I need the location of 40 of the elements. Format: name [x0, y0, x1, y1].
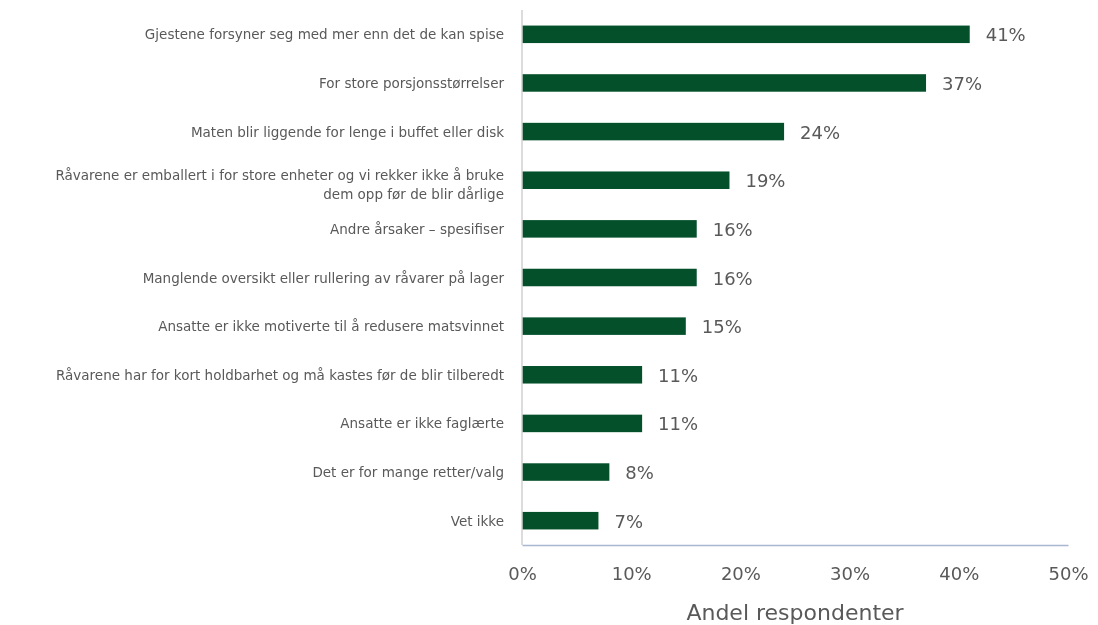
y-tick-label: Råvarene er emballert i for store enheter og vi rekker ikke å bruke dem opp før de blir dårlige [55, 166, 504, 202]
bar [522, 74, 927, 92]
bar [522, 511, 599, 530]
y-tick-label: Ansatte er ikke faglærte [340, 415, 504, 432]
y-tick-label: For store porsjonsstørrelser [319, 74, 505, 91]
bar [522, 414, 643, 433]
data-label: 24% [800, 121, 841, 143]
x-tick-label: 20% [720, 562, 761, 584]
data-label: 37% [942, 72, 983, 94]
x-tick-label: 50% [1048, 562, 1089, 584]
y-tick-label: Det er for mange retter/valg [312, 464, 504, 481]
x-tick-label: 30% [830, 562, 871, 584]
bar [522, 122, 785, 141]
y-tick-label: Ansatte er ikke motiverte til å redusere matsvinnet [158, 318, 504, 335]
data-label: 7% [614, 510, 643, 532]
y-tick-label: Maten blir liggende for lenge i buffet eller disk [190, 123, 505, 140]
bar [522, 220, 697, 238]
data-label: 11% [658, 413, 699, 435]
x-axis-title: Andel respondenter [686, 600, 905, 625]
data-label: 8% [625, 462, 654, 484]
data-label: 41% [985, 24, 1026, 46]
bar [522, 463, 610, 481]
y-tick-label: Gjestene forsyner seg med mer enn det de kan spise [144, 26, 504, 43]
data-label: 16% [712, 267, 753, 289]
y-tick-label: Manglende oversikt eller rullering av råvarer på lager [142, 269, 505, 286]
bar [522, 268, 697, 287]
x-tick-label: 10% [611, 562, 652, 584]
data-label: 19% [745, 170, 786, 192]
bar [522, 366, 643, 384]
data-label: 15% [701, 316, 742, 338]
x-tick-label: 40% [939, 562, 980, 584]
data-label: 16% [712, 218, 753, 240]
data-label: 11% [658, 364, 699, 386]
bar [522, 317, 686, 335]
y-tick-label: Råvarene har for kort holdbarhet og må kastes før de blir tilberedt [56, 366, 504, 383]
bar [522, 25, 970, 44]
y-tick-label: Andre årsaker – spesifiser [330, 220, 505, 237]
y-tick-label: Vet ikke [450, 512, 504, 529]
x-tick-label: 0% [508, 562, 537, 584]
bar [522, 171, 730, 189]
